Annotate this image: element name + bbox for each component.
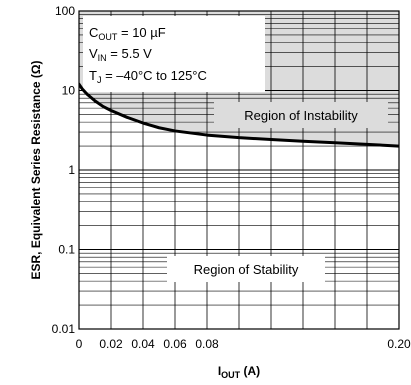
x-tick-label-4: 0.08 [195,337,219,351]
y-tick-label-2: 1 [68,163,75,177]
x-tick-label-2: 0.04 [131,337,155,351]
y-tick-label-0: 0.01 [52,322,76,336]
condition-tj: TJ = –40°C to 125°C [89,68,207,85]
x-tick-label-0: 0 [76,337,83,351]
y-tick-label-3: 10 [62,84,76,98]
instability-label-box [214,102,388,128]
y-tick-label-1: 0.1 [58,243,75,257]
conditions-box [83,16,265,92]
stability-label-box [167,256,325,282]
x-tick-label-1: 0.02 [99,337,123,351]
x-tick-label-3: 0.06 [163,337,187,351]
condition-cout: COUT = 10 µF [89,25,166,42]
y-axis-tick-labels: 0.01 0.1 1 10 100 [52,4,76,336]
region-of-stability-label: Region of Stability [194,262,299,277]
x-axis-tick-labels: 0 0.02 0.04 0.06 0.08 0.20 [76,337,411,351]
y-axis-title: ESR, Equivalent Series Resistance (Ω) [29,60,43,279]
esr-limit-curve [79,82,399,148]
x-axis-title: IOUT (A) [218,364,260,380]
condition-vin: VIN = 5.5 V [89,46,152,63]
y-tick-label-4: 100 [55,4,75,18]
x-tick-label-5: 0.20 [387,337,411,351]
plot-frame [78,10,400,330]
region-of-instability-label: Region of Instability [244,108,358,123]
